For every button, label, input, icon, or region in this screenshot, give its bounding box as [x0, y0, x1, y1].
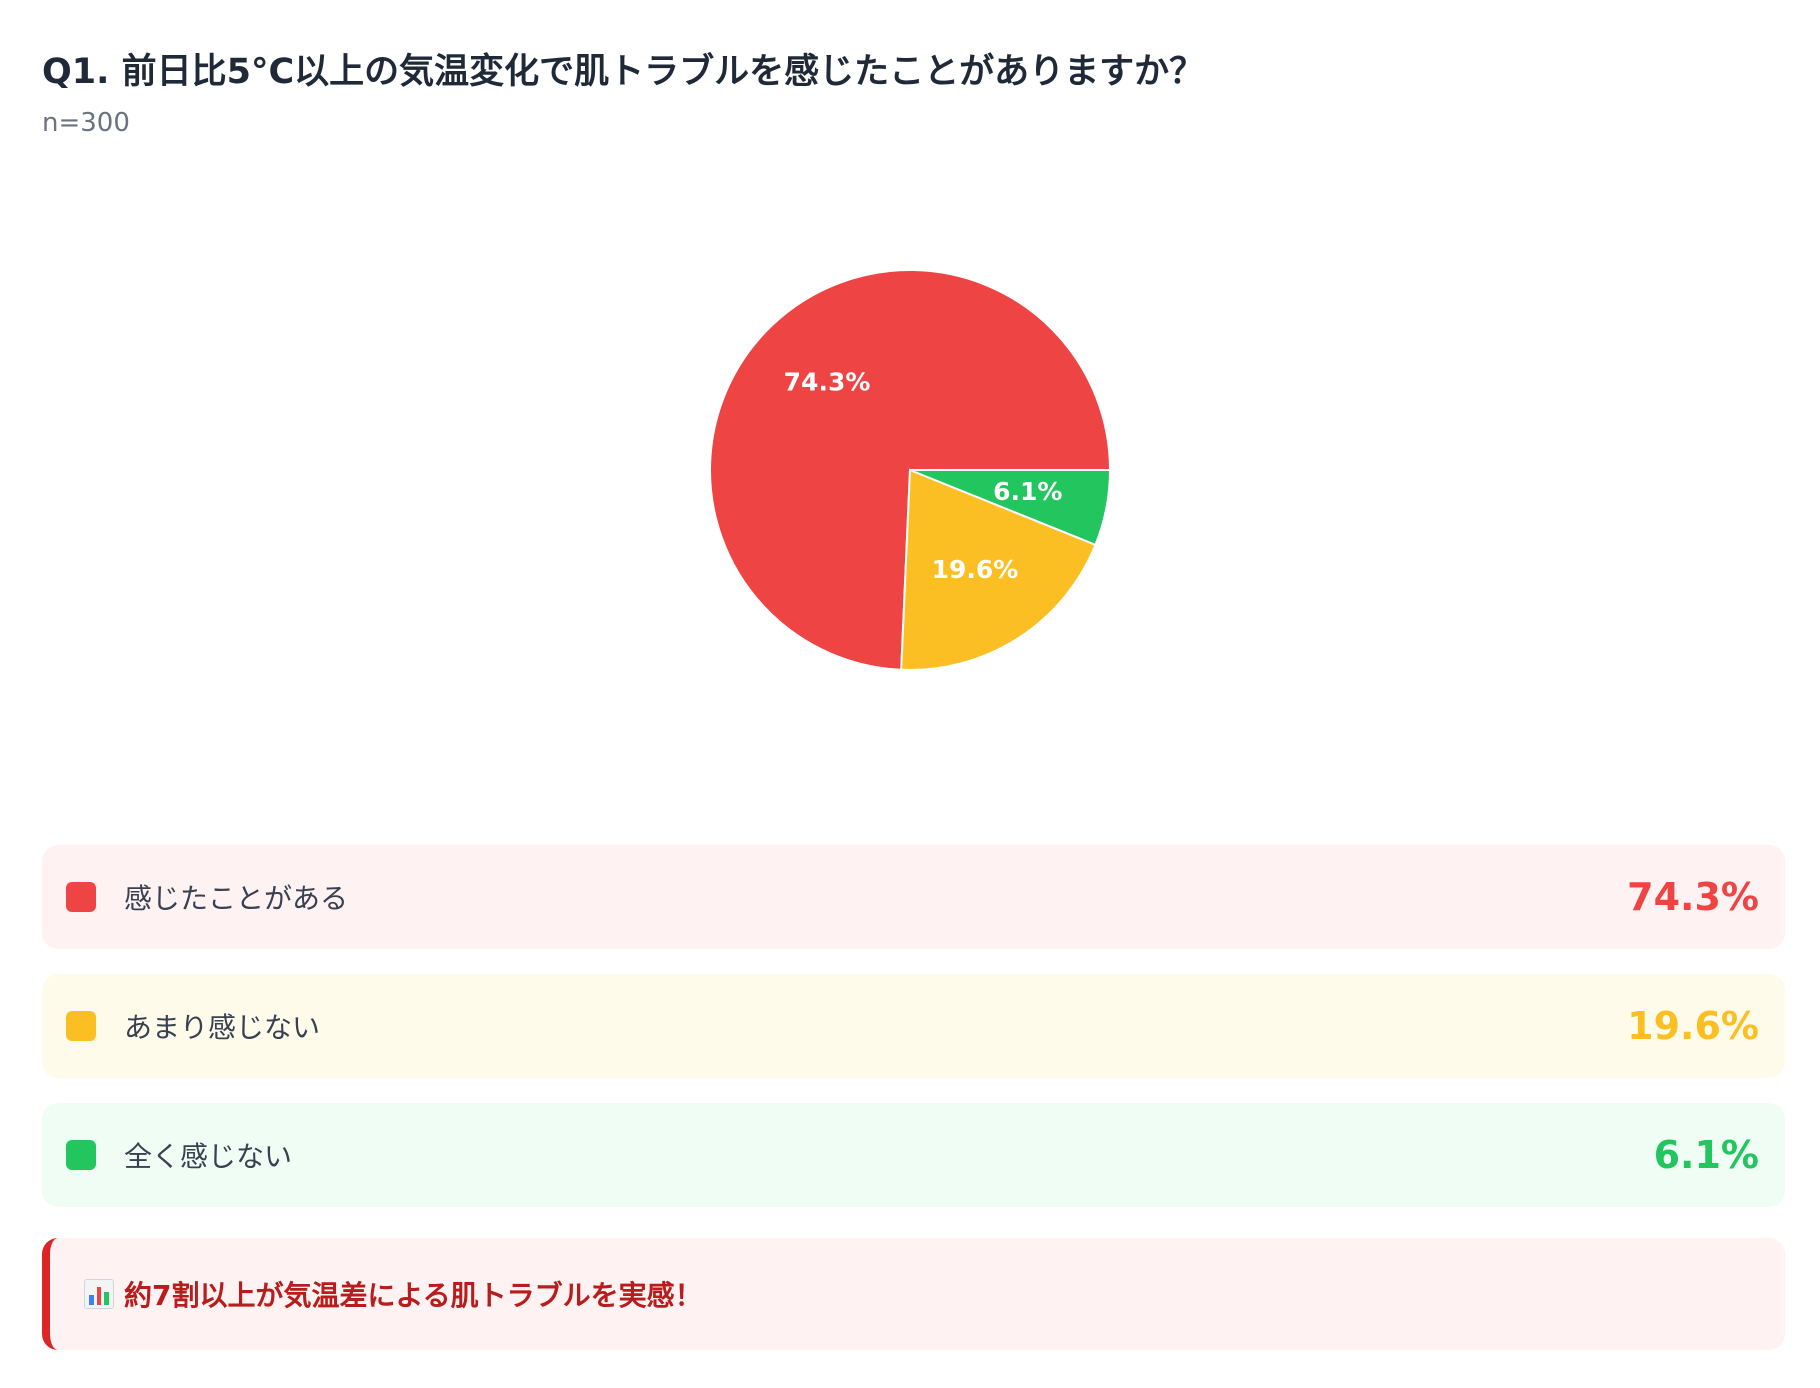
legend-row-felt: 感じたことがある 74.3%	[42, 845, 1785, 949]
pie-slice-never	[909, 469, 1112, 547]
bar-chart-icon	[84, 1279, 114, 1309]
legend: 感じたことがある 74.3% あまり感じない 19.6% 全く感じない 6.1%	[42, 845, 1785, 1232]
pie-label-never: 6.1%	[993, 477, 1062, 506]
sample-size: n=300	[42, 108, 130, 138]
legend-row-never: 全く感じない 6.1%	[42, 1103, 1785, 1207]
legend-swatch-felt	[66, 882, 96, 912]
legend-swatch-never	[66, 1140, 96, 1170]
insight-text: 約7割以上が気温差による肌トラブルを実感！	[124, 1279, 703, 1312]
legend-value-rarely: 19.6%	[1627, 1004, 1759, 1048]
legend-label-never: 全く感じない	[124, 1140, 293, 1173]
legend-value-never: 6.1%	[1653, 1133, 1759, 1177]
legend-value-felt: 74.3%	[1627, 875, 1759, 919]
pie-label-rarely: 19.6%	[932, 555, 1019, 584]
pie-chart-container: 74.3% 19.6% 6.1%	[0, 260, 1820, 700]
pie-slice-rarely	[900, 468, 1097, 671]
pie-chart: 74.3% 19.6% 6.1%	[709, 269, 1112, 671]
legend-row-rarely: あまり感じない 19.6%	[42, 974, 1785, 1078]
pie-label-felt: 74.3%	[784, 367, 871, 396]
legend-label-rarely: あまり感じない	[124, 1011, 321, 1044]
legend-swatch-rarely	[66, 1011, 96, 1041]
insight-callout: 約7割以上が気温差による肌トラブルを実感！	[42, 1238, 1785, 1350]
legend-label-felt: 感じたことがある	[124, 882, 349, 915]
question-title: Q1. 前日比5°C以上の気温変化で肌トラブルを感じたことがありますか？	[42, 52, 1205, 92]
